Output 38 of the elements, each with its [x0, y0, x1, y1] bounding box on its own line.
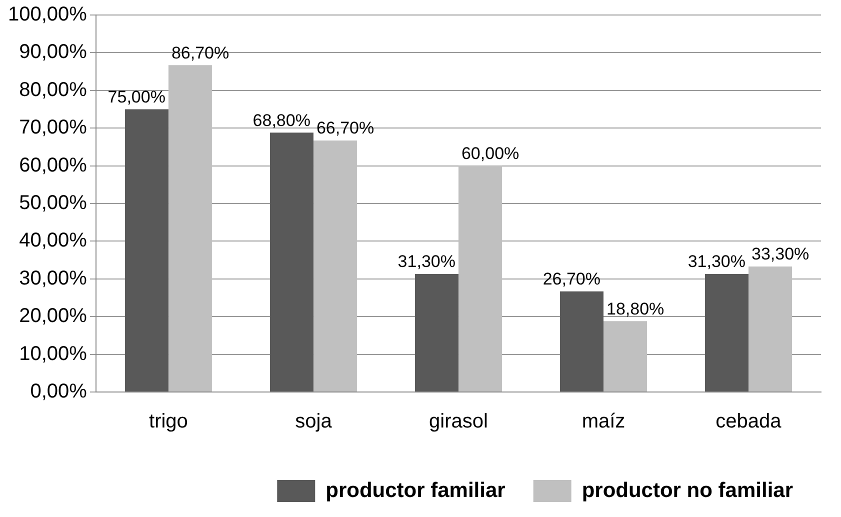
data-label: 86,70%: [171, 43, 230, 62]
y-tick-label: 40,00%: [19, 230, 88, 252]
bar: [313, 140, 357, 392]
bar: [414, 274, 458, 392]
bar: [560, 291, 604, 392]
data-label: 18,80%: [606, 299, 664, 318]
bar: [748, 266, 792, 392]
data-label: 26,70%: [542, 270, 600, 289]
bar: [704, 274, 748, 392]
legend-label: productor familiar: [326, 478, 506, 502]
data-label: 33,30%: [751, 244, 810, 264]
bar: [124, 109, 168, 392]
data-label: 60,00%: [461, 144, 520, 163]
y-tick-label: 60,00%: [19, 154, 88, 176]
bar: [603, 321, 647, 392]
x-tick-label: cebada: [716, 410, 782, 433]
bar: [168, 65, 212, 392]
data-label: 31,30%: [688, 252, 746, 272]
x-tick-label: maíz: [582, 410, 626, 433]
x-tick-label: soja: [295, 410, 333, 433]
y-tick-label: 90,00%: [19, 41, 88, 64]
x-tick-label: girasol: [429, 410, 488, 433]
y-tick-label: 80,00%: [19, 78, 88, 101]
y-tick-label: 0,00%: [30, 380, 88, 403]
x-tick-label: trigo: [149, 410, 188, 433]
y-tick-label: 100,00%: [8, 4, 88, 26]
data-label: 75,00%: [108, 87, 166, 106]
data-label: 68,80%: [252, 110, 310, 130]
legend-label: productor no familiar: [582, 478, 794, 502]
y-tick-label: 20,00%: [19, 305, 88, 328]
y-tick-label: 30,00%: [19, 267, 88, 290]
data-label: 31,30%: [398, 252, 456, 272]
y-tick-label: 70,00%: [19, 116, 88, 139]
bar: [458, 166, 502, 392]
bar: [270, 132, 314, 392]
data-label: 66,70%: [316, 118, 374, 138]
y-tick-label: 10,00%: [19, 342, 88, 365]
y-tick-label: 50,00%: [19, 192, 88, 214]
